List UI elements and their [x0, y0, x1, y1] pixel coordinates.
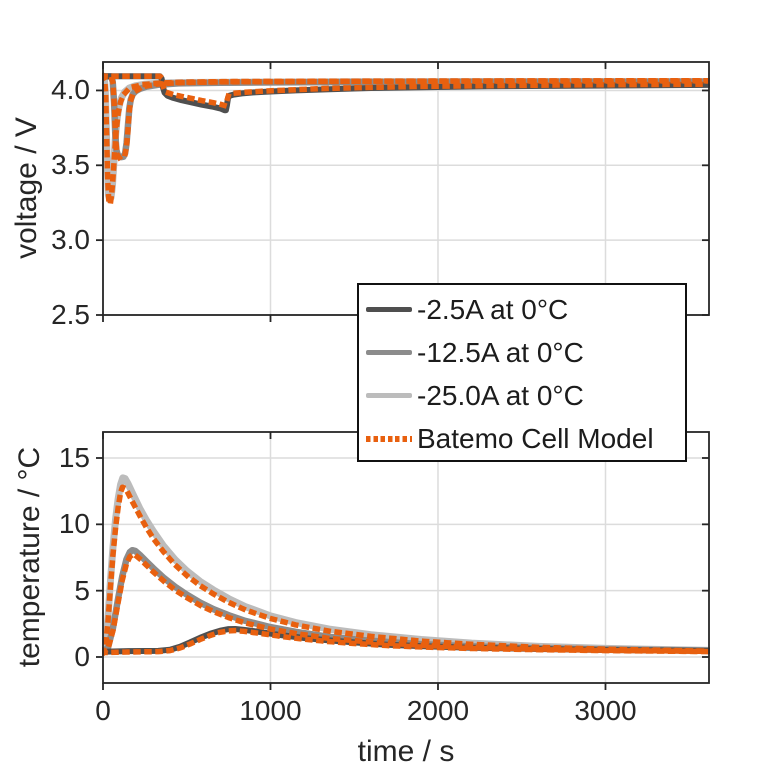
series-line-batemo-cell-model-12.5a-	[102, 73, 710, 161]
legend-entry-25A: -25.0A at 0°C	[366, 374, 685, 417]
y-tick-label-15: 15	[58, 442, 90, 473]
y-tick-label-0: 0	[74, 640, 90, 672]
series-line-batemo-cell-model-25.0a-	[102, 72, 710, 207]
legend-label-batemo-model: Batemo Cell Model	[417, 422, 654, 454]
legend-label-2.5A: -2.5A at 0°C	[417, 293, 569, 325]
temperature-plot	[96, 431, 710, 690]
series-line--25.0a-at-0-c	[102, 72, 710, 204]
legend-label-25A: -25.0A at 0°C	[417, 379, 584, 411]
x-tick-label-2000: 2000	[406, 695, 470, 726]
y-tick-label-3.5: 3.5	[51, 149, 90, 181]
legend-line-sample-25A	[366, 393, 412, 398]
y-tick-label-3.0: 3.0	[51, 224, 90, 256]
y-tick-label-5: 5	[74, 574, 90, 606]
y-tick-label-4.0: 4.0	[51, 74, 90, 106]
x-tick-label-0: 0	[95, 695, 111, 726]
x-tick-label-3000: 3000	[574, 695, 637, 726]
legend-line-sample-12.5A	[366, 350, 412, 355]
legend-entry-batemo-model: Batemo Cell Model	[366, 417, 685, 460]
legend-line-sample-2.5A	[366, 307, 412, 312]
y-tick-label-2.5: 2.5	[51, 299, 90, 330]
series-line--25.0a-at-0-c	[102, 474, 710, 656]
series-line-batemo-cell-model-2.5a-	[102, 73, 710, 109]
x-tick-label-1000: 1000	[239, 695, 302, 726]
series-lines	[102, 72, 710, 207]
series-line-batemo-cell-model-25.0a-	[102, 484, 710, 656]
legend: -2.5A at 0°C -12.5A at 0°C -25.0A at 0°C…	[357, 283, 687, 462]
y-tick-label-10: 10	[58, 508, 90, 540]
series-line-batemo-cell-model-2.5a-	[102, 627, 710, 656]
time-axis-label: time / s	[357, 735, 455, 768]
series-lines	[102, 474, 710, 657]
legend-line-sample-batemo-model	[366, 435, 412, 442]
legend-entry-2.5A: -2.5A at 0°C	[366, 288, 685, 331]
temperature-axis-label: temperature / °C	[13, 446, 46, 668]
series-line-batemo-cell-model-12.5a-	[102, 551, 710, 657]
legend-label-12.5A: -12.5A at 0°C	[417, 336, 584, 368]
legend-entry-12.5A: -12.5A at 0°C	[366, 331, 685, 374]
